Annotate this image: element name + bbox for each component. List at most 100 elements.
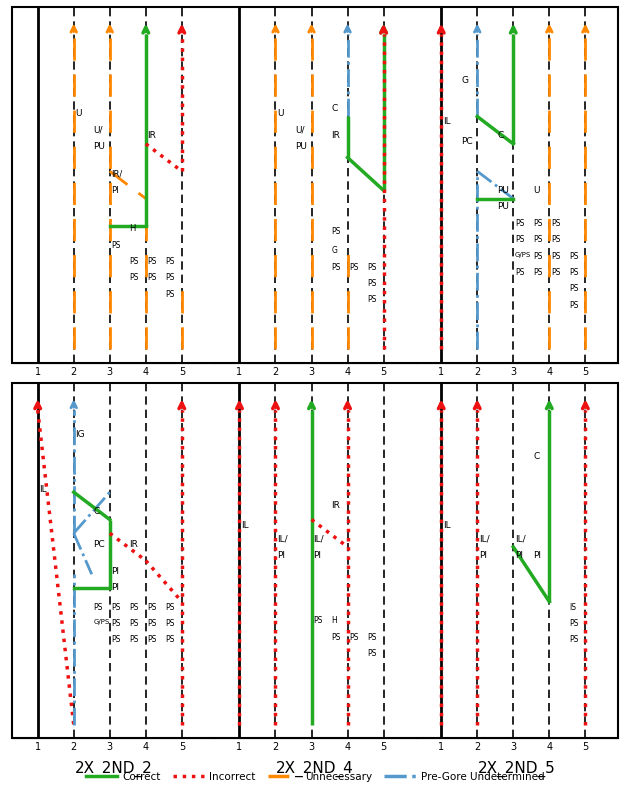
Text: PS: PS [165, 273, 175, 282]
Text: PS: PS [368, 278, 377, 288]
Text: PS: PS [130, 634, 139, 644]
Text: PS: PS [551, 218, 560, 228]
X-axis label: 2X_T_4: 2X_T_4 [288, 384, 343, 401]
Text: PS: PS [349, 632, 359, 641]
Text: PS: PS [551, 235, 560, 244]
Text: PU: PU [295, 142, 307, 151]
Text: PI: PI [112, 186, 119, 195]
Text: PS: PS [130, 273, 139, 282]
Text: PS: PS [349, 262, 359, 271]
Text: PI: PI [112, 566, 120, 575]
Text: H: H [331, 616, 337, 625]
Text: C: C [533, 452, 539, 460]
Text: PU: PU [94, 142, 105, 151]
Text: PS: PS [569, 251, 578, 261]
Text: PS: PS [148, 618, 157, 627]
Text: PS: PS [569, 634, 578, 644]
Text: IL: IL [241, 520, 249, 529]
Text: PI: PI [112, 583, 120, 592]
Text: PS: PS [165, 290, 175, 298]
Text: C: C [331, 103, 338, 112]
Text: PI: PI [533, 550, 541, 559]
Text: PS: PS [515, 235, 524, 244]
Text: PS: PS [94, 602, 103, 611]
Text: G/PS: G/PS [515, 251, 531, 257]
Text: PS: PS [569, 268, 578, 277]
Text: PS: PS [368, 295, 377, 304]
Text: PS: PS [533, 268, 542, 277]
Text: IL/: IL/ [479, 533, 490, 542]
Text: H: H [130, 224, 136, 233]
Text: PS: PS [313, 616, 323, 625]
Text: PS: PS [551, 268, 560, 277]
Text: IG: IG [76, 430, 85, 439]
Text: U/: U/ [94, 126, 103, 135]
Text: U: U [533, 186, 540, 195]
Text: PS: PS [130, 618, 139, 627]
Text: PS: PS [368, 262, 377, 271]
Text: PS: PS [515, 268, 524, 277]
Text: PS: PS [368, 648, 377, 658]
Text: PC: PC [461, 136, 472, 145]
Text: IR: IR [148, 131, 157, 140]
Legend: Correct, Incorrect, Unnecessary, Pre-Gore Undetermined: Correct, Incorrect, Unnecessary, Pre-Gor… [85, 772, 545, 781]
Text: PS: PS [165, 634, 175, 644]
Text: G: G [331, 245, 337, 255]
Text: PS: PS [112, 634, 121, 644]
Text: PS: PS [112, 602, 121, 611]
Text: IR: IR [331, 131, 340, 140]
Text: PS: PS [331, 262, 341, 271]
X-axis label: 2X_2ND_4: 2X_2ND_4 [276, 759, 354, 776]
Text: PS: PS [148, 602, 157, 611]
Text: PS: PS [130, 602, 139, 611]
Text: C: C [94, 506, 100, 515]
Text: IL/: IL/ [515, 533, 525, 542]
Text: U/: U/ [295, 126, 305, 135]
X-axis label: 2X_2ND_2: 2X_2ND_2 [74, 759, 152, 776]
Text: G: G [461, 76, 468, 85]
Text: IR: IR [331, 500, 340, 510]
Text: PS: PS [165, 602, 175, 611]
Text: PI: PI [313, 550, 321, 559]
Text: C: C [497, 131, 504, 140]
Text: PI: PI [277, 550, 285, 559]
Text: PS: PS [533, 251, 542, 261]
Text: PU: PU [497, 186, 509, 195]
Text: IL/: IL/ [313, 533, 324, 542]
Text: U: U [277, 109, 284, 118]
Text: PS: PS [551, 251, 560, 261]
Text: PS: PS [533, 235, 542, 244]
Text: PS: PS [533, 218, 542, 228]
Text: PS: PS [569, 284, 578, 293]
Text: PS: PS [331, 632, 341, 641]
Text: IL: IL [443, 520, 451, 529]
Text: PS: PS [368, 632, 377, 641]
Text: PS: PS [165, 618, 175, 627]
Text: IL/: IL/ [277, 533, 288, 542]
Text: PS: PS [569, 618, 578, 627]
Text: PS: PS [515, 218, 524, 228]
Text: IL: IL [443, 117, 451, 127]
Text: IR/: IR/ [112, 169, 123, 178]
Text: PS: PS [130, 257, 139, 265]
Text: PS: PS [112, 241, 121, 249]
Text: PS: PS [569, 301, 578, 310]
X-axis label: 2X_T_3: 2X_T_3 [86, 384, 140, 401]
Text: PS: PS [148, 273, 157, 282]
Text: IL: IL [39, 484, 47, 493]
Text: PS: PS [165, 257, 175, 265]
Text: G/PS: G/PS [94, 618, 110, 624]
Text: PI: PI [515, 550, 523, 559]
Text: IS: IS [569, 602, 576, 611]
Text: PS: PS [148, 257, 157, 265]
X-axis label: 2X_1ST_2: 2X_1ST_2 [480, 384, 553, 401]
Text: PI: PI [479, 550, 487, 559]
X-axis label: 2X_2ND_5: 2X_2ND_5 [478, 759, 556, 776]
Text: PS: PS [148, 634, 157, 644]
Text: PU: PU [497, 202, 509, 211]
Text: U: U [76, 109, 82, 118]
Text: IR: IR [130, 539, 139, 548]
Text: PC: PC [94, 539, 105, 548]
Text: PS: PS [112, 618, 121, 627]
Text: PS: PS [331, 227, 341, 236]
